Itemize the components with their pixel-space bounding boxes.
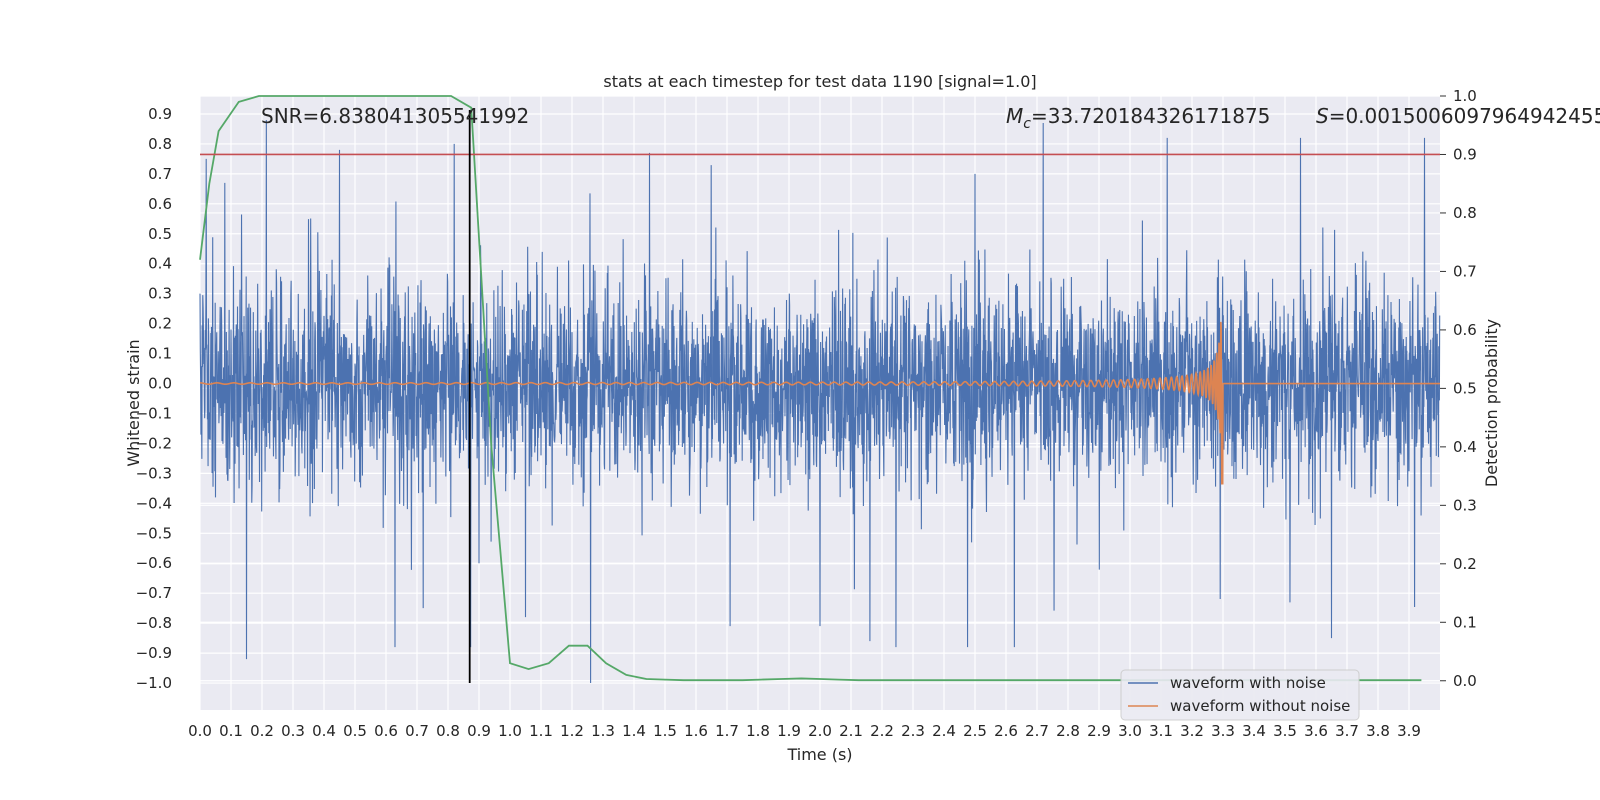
series-waveform-with-noise (199, 119, 1441, 684)
x-tick-label: 1.7 (715, 722, 739, 740)
y-tick-label-right: 0.5 (1453, 379, 1477, 397)
y-tick-label-right: 0.4 (1453, 438, 1477, 456)
x-tick-label: 0.7 (405, 722, 429, 740)
x-tick-label: 1.1 (529, 722, 553, 740)
mc-annotation: Mc=33.720184326171875 (1006, 104, 1270, 132)
x-tick-label: 1.6 (684, 722, 708, 740)
x-tick-label: 3.7 (1335, 722, 1359, 740)
x-tick-label: 0.5 (343, 722, 367, 740)
x-tick-label: 1.2 (560, 722, 584, 740)
x-tick-label: 1.8 (746, 722, 770, 740)
x-tick-label: 2.5 (963, 722, 987, 740)
x-tick-label: 3.3 (1211, 722, 1235, 740)
x-tick-label: 1.9 (777, 722, 801, 740)
x-tick-label: 3.9 (1397, 722, 1421, 740)
x-tick-label: 2.0 (808, 722, 832, 740)
s-symbol: S (1316, 104, 1329, 128)
noise-line (199, 119, 1441, 684)
y-tick-label-right: 0.3 (1453, 496, 1477, 514)
y-tick-label-left: −0.7 (136, 584, 172, 602)
y-tick-label-left: 0.2 (148, 315, 172, 333)
x-tick-label: 1.0 (498, 722, 522, 740)
y-tick-label-right: 0.2 (1453, 555, 1477, 573)
clean-line (200, 321, 1440, 485)
y-tick-label-left: 0.4 (148, 255, 172, 273)
snr-annotation: SNR=6.838041305541992 (261, 104, 529, 128)
x-tick-label: 0.0 (188, 722, 212, 740)
y-axis-label-left: Whitened strain (124, 339, 143, 466)
y-tick-label-left: −0.2 (136, 434, 172, 452)
y-tick-label-right: 0.7 (1453, 262, 1477, 280)
y-tick-label-left: −0.1 (136, 404, 172, 422)
x-tick-label: 2.4 (932, 722, 956, 740)
y-tick-label-left: −1.0 (136, 674, 172, 692)
x-tick-label: 2.2 (870, 722, 894, 740)
x-tick-label: 3.0 (1118, 722, 1142, 740)
x-axis-label: Time (s) (786, 745, 852, 764)
series-waveform-without-noise (200, 321, 1440, 485)
chart-title: stats at each timestep for test data 119… (603, 72, 1036, 91)
x-tick-label: 1.3 (591, 722, 615, 740)
x-tick-label: 0.3 (281, 722, 305, 740)
y-tick-label-right: 0.8 (1453, 204, 1477, 222)
x-tick-label: 0.6 (374, 722, 398, 740)
y-axis-label-right: Detection probability (1482, 319, 1501, 487)
y-tick-label-left: 0.3 (148, 285, 172, 303)
s-value: =0.0015006097964942455 (1329, 104, 1600, 128)
legend: waveform with noise waveform without noi… (1120, 669, 1360, 721)
x-tick-label: 2.8 (1056, 722, 1080, 740)
x-tick-label: 0.8 (436, 722, 460, 740)
y-tick-label-left: 0.8 (148, 135, 172, 153)
x-tick-label: 0.2 (250, 722, 274, 740)
markers (200, 109, 1440, 684)
ticks: 0.0 0.1 0.2 0.3 0.4 0.5 0.6 0.7 0.8 0.9 1.0 1.1 1.2 1… (136, 87, 1477, 740)
y-tick-label-left: −0.6 (136, 554, 172, 572)
s-annotation: S=0.0015006097964942455 (1316, 104, 1600, 128)
y-tick-label-right: 0.0 (1453, 672, 1477, 690)
y-tick-label-left: −0.4 (136, 494, 172, 512)
y-tick-label-left: 0.9 (148, 105, 172, 123)
x-tick-label: 1.5 (653, 722, 677, 740)
y-tick-label-left: −0.3 (136, 464, 172, 482)
y-tick-label-right: 0.9 (1453, 145, 1477, 163)
mc-value: =33.720184326171875 (1031, 104, 1270, 128)
mc-subscript: c (1023, 116, 1031, 132)
y-tick-label-left: 0.7 (148, 165, 172, 183)
legend-label-noise: waveform with noise (1170, 674, 1326, 692)
legend-box (1120, 669, 1360, 721)
y-tick-label-left: −0.5 (136, 524, 172, 542)
x-tick-label: 2.1 (839, 722, 863, 740)
y-tick-label-left: 0.0 (148, 375, 172, 393)
x-tick-label: 0.9 (467, 722, 491, 740)
y-tick-label-left: 0.6 (148, 195, 172, 213)
x-tick-label: 1.4 (622, 722, 646, 740)
y-tick-label-left: 0.5 (148, 225, 172, 243)
x-tick-label: 2.3 (901, 722, 925, 740)
x-tick-label: 3.1 (1149, 722, 1173, 740)
y-tick-label-right: 0.1 (1453, 613, 1477, 631)
legend-label-clean: waveform without noise (1170, 697, 1350, 715)
y-tick-label-right: 1.0 (1453, 87, 1477, 105)
x-tick-label: 2.6 (994, 722, 1018, 740)
x-tick-label: 0.1 (219, 722, 243, 740)
x-tick-label: 3.2 (1180, 722, 1204, 740)
x-tick-label: 2.9 (1087, 722, 1111, 740)
x-tick-label: 3.8 (1366, 722, 1390, 740)
y-tick-label-left: −0.8 (136, 614, 172, 632)
y-tick-label-right: 0.6 (1453, 321, 1477, 339)
y-tick-label-left: 0.1 (148, 345, 172, 363)
x-tick-label: 3.6 (1304, 722, 1328, 740)
x-tick-label: 3.5 (1273, 722, 1297, 740)
x-tick-label: 2.7 (1025, 722, 1049, 740)
y-tick-label-left: −0.9 (136, 644, 172, 662)
mc-symbol: M (1006, 104, 1023, 128)
x-tick-label: 3.4 (1242, 722, 1266, 740)
x-tick-label: 0.4 (312, 722, 336, 740)
